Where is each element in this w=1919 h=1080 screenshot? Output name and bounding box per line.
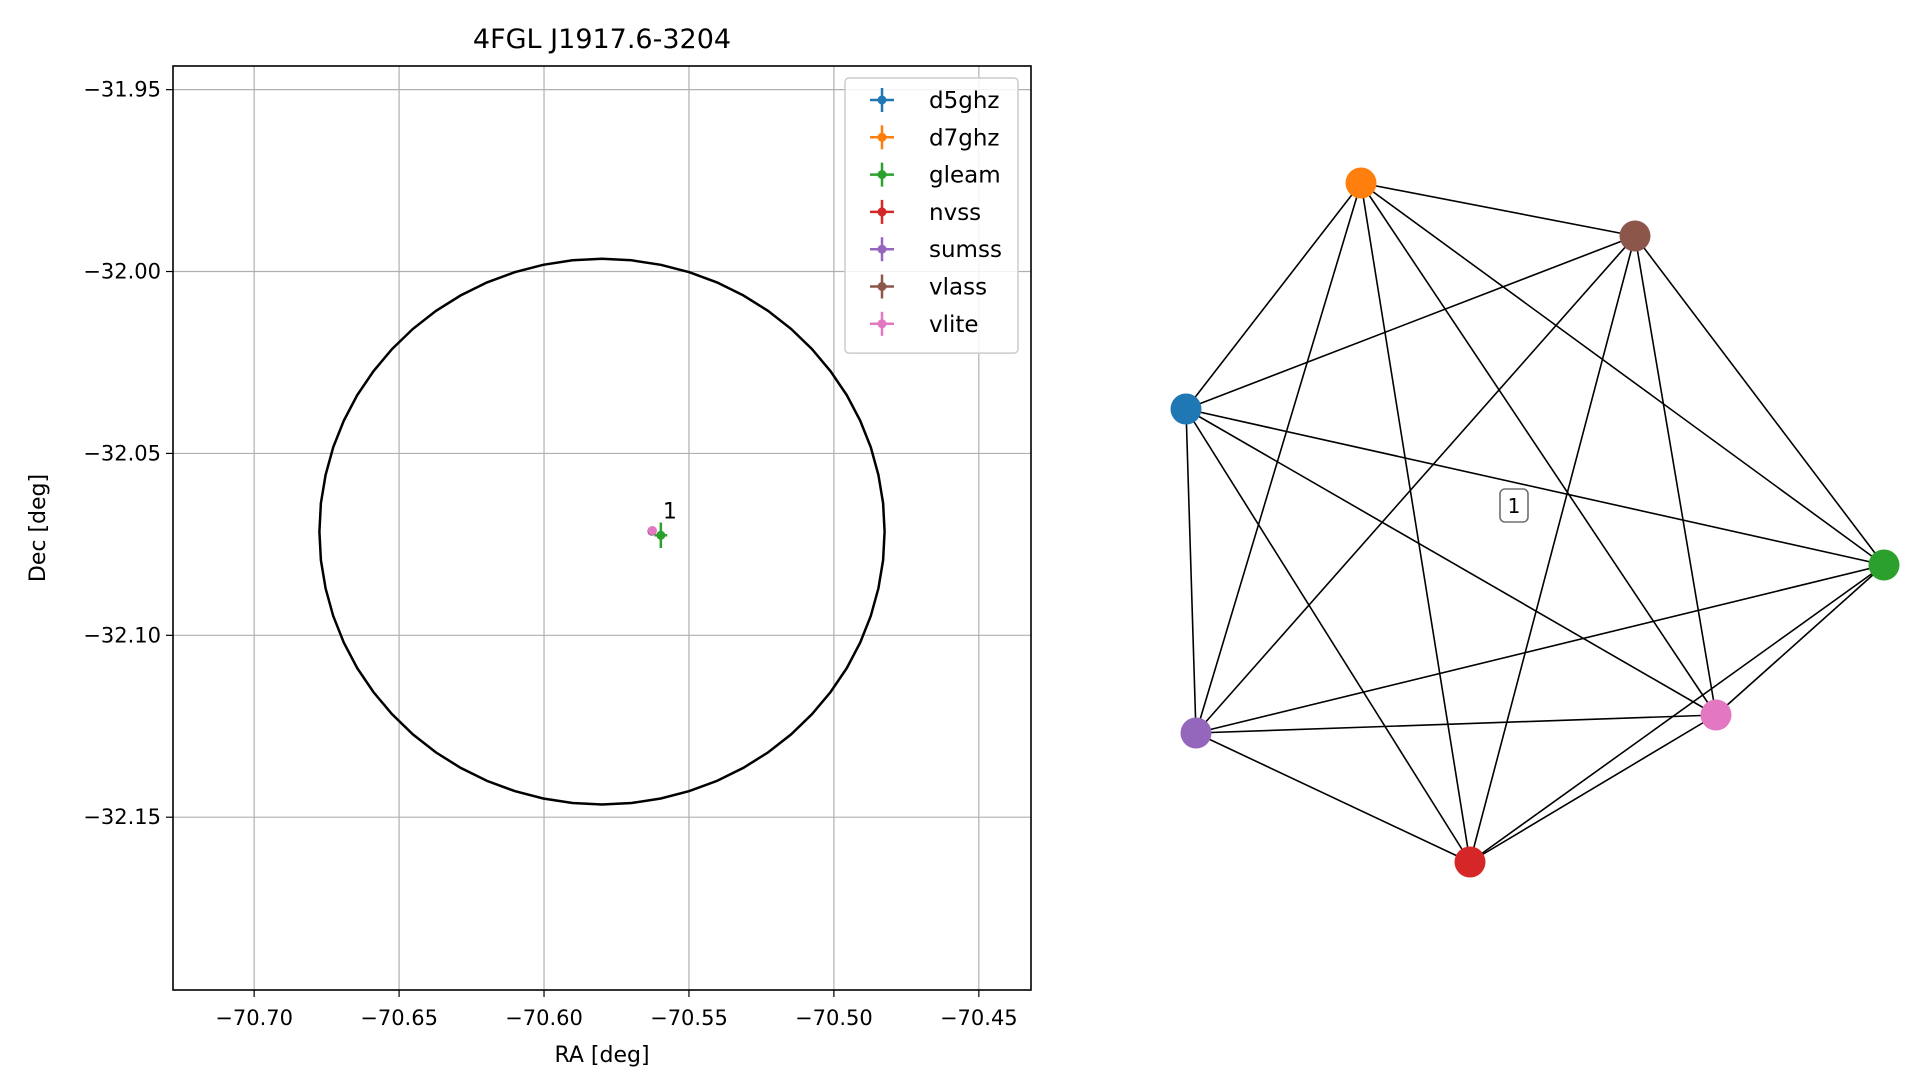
graph-node-d7ghz — [1345, 167, 1377, 199]
graph-node-sumss — [1180, 717, 1212, 749]
graph-edge — [1195, 235, 1636, 734]
legend-marker — [877, 319, 887, 329]
legend-item-gleam: gleam — [870, 162, 1001, 189]
graph-edge — [1469, 714, 1717, 863]
graph-edge — [1195, 714, 1717, 734]
cluster-label: 1 — [1508, 494, 1521, 518]
graph-edge — [1185, 408, 1717, 716]
graph-edge — [1469, 235, 1636, 863]
x-tick-label: −70.55 — [650, 1006, 728, 1030]
association-graph: 1 — [1170, 167, 1900, 878]
graph-edge — [1185, 235, 1636, 410]
graph-edge — [1185, 408, 1885, 566]
x-axis-label: RA [deg] — [554, 1043, 649, 1068]
series-vlite — [647, 526, 657, 536]
legend-marker — [877, 170, 887, 180]
graph-node-vlass — [1619, 220, 1651, 252]
graph-edge — [1634, 235, 1885, 566]
grid-lines — [173, 66, 1031, 990]
y-tick-label: −32.15 — [83, 805, 161, 829]
y-axis-ticks: −31.95 −32.00 −32.05 −32.10 −32.15 — [83, 78, 173, 829]
graph-node-nvss — [1454, 846, 1486, 878]
graph-edge — [1185, 408, 1197, 734]
x-tick-label: −70.70 — [215, 1006, 293, 1030]
graph-edge — [1360, 182, 1717, 716]
graph-edge — [1195, 564, 1885, 734]
x-axis-ticks: −70.70 −70.65 −70.60 −70.55 −70.50 −70.45 — [215, 990, 1018, 1030]
legend: d5ghz d7ghz gleam nvss sumss vlass vlite — [844, 77, 1019, 354]
graph-edge — [1360, 182, 1636, 237]
legend-label: sumss — [929, 237, 1002, 263]
y-tick-label: −32.10 — [83, 623, 161, 647]
legend-item-d7ghz: d7ghz — [870, 125, 999, 151]
legend-item-d5ghz: d5ghz — [870, 88, 999, 114]
data-point-vlite — [647, 526, 657, 536]
x-tick-label: −70.50 — [795, 1006, 873, 1030]
graph-node-gleam — [1868, 549, 1900, 581]
graph-edge — [1195, 732, 1471, 863]
y-tick-label: −32.00 — [83, 260, 161, 284]
legend-item-vlass: vlass — [870, 274, 987, 301]
point-annotations: 1 — [663, 500, 677, 525]
legend-item-sumss: sumss — [870, 237, 1002, 263]
legend-marker — [877, 95, 887, 105]
plot-frame — [172, 65, 1032, 991]
legend-label: d5ghz — [929, 88, 999, 114]
legend-marker — [877, 207, 887, 217]
graph-edges — [1185, 182, 1885, 863]
legend-label: d7ghz — [929, 125, 999, 151]
series-gleam — [654, 522, 668, 549]
legend-marker — [877, 244, 887, 254]
chart-title: 4FGL J1917.6-3204 — [473, 24, 731, 55]
cluster-label-box: 1 — [1499, 488, 1529, 523]
point-annotation: 1 — [663, 500, 677, 525]
graph-edge — [1185, 182, 1362, 410]
legend-box — [844, 77, 1019, 354]
y-tick-label: −31.95 — [83, 78, 161, 102]
graph-nodes — [1170, 167, 1900, 878]
legend-label: gleam — [929, 163, 1001, 189]
graph-edge — [1634, 235, 1717, 716]
graph-node-vlite — [1700, 699, 1732, 731]
x-tick-label: −70.45 — [940, 1006, 1018, 1030]
ellipse-outline — [318, 257, 886, 806]
graph-node-d5ghz — [1170, 393, 1202, 425]
data-points — [647, 522, 668, 549]
x-tick-label: −70.60 — [505, 1006, 583, 1030]
uncertainty-ellipse — [318, 257, 886, 806]
legend-marker — [877, 282, 887, 291]
graph-edge — [1360, 182, 1471, 863]
legend-item-nvss: nvss — [870, 199, 981, 226]
legend-item-vlite: vlite — [870, 311, 979, 338]
x-tick-label: −70.65 — [360, 1006, 438, 1030]
graph-edge — [1195, 182, 1362, 734]
graph-edge — [1360, 182, 1885, 566]
data-point-gleam — [656, 530, 666, 540]
graph-edge — [1469, 564, 1885, 863]
y-tick-label: −32.05 — [83, 441, 161, 465]
legend-label: vlite — [929, 312, 979, 338]
graph-edge — [1715, 564, 1885, 716]
y-axis-label: Dec [deg] — [26, 474, 51, 582]
legend-marker — [877, 132, 887, 142]
legend-label: vlass — [929, 275, 987, 301]
legend-label: nvss — [929, 200, 981, 226]
graph-edge — [1185, 408, 1471, 863]
